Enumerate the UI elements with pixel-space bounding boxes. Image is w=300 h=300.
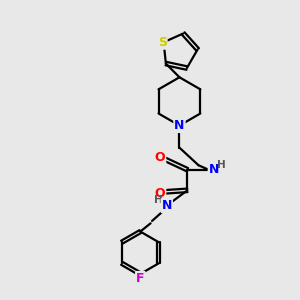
Text: S: S (158, 36, 167, 49)
Text: N: N (209, 163, 219, 176)
Text: F: F (136, 272, 145, 285)
Text: O: O (155, 187, 165, 200)
Text: H: H (218, 160, 226, 170)
Text: O: O (155, 152, 165, 164)
Text: H: H (154, 195, 163, 205)
Text: N: N (162, 199, 172, 212)
Text: N: N (174, 119, 184, 132)
